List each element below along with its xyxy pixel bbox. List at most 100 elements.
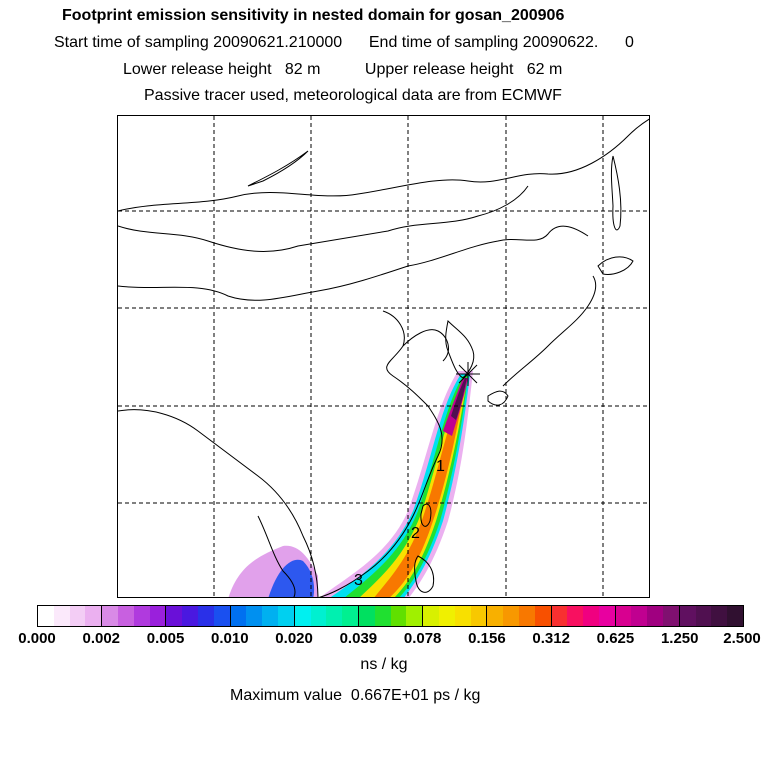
color-scale-segment: [550, 606, 615, 626]
color-scale-swatch: [647, 606, 664, 626]
color-scale-swatch: [454, 606, 471, 626]
philippines: [414, 555, 435, 593]
day-label-2: 2: [411, 525, 420, 542]
color-scale-segment: [486, 606, 551, 626]
plume-band-cyan: [330, 374, 470, 597]
plume-core-dark: [451, 378, 467, 420]
sampling-times: Start time of sampling 20090621.210000 E…: [54, 34, 634, 51]
color-scale-swatch: [117, 606, 134, 626]
color-scale-swatch: [423, 606, 439, 626]
color-scale-swatch: [487, 606, 504, 626]
color-scale-tick-label: 0.625: [596, 630, 635, 647]
baikal: [247, 150, 309, 187]
coast-china-east: [318, 310, 443, 597]
color-scale-swatch: [503, 606, 519, 626]
color-scale-segment: [38, 606, 102, 626]
color-scale-swatch: [663, 606, 679, 626]
color-scale-swatch: [294, 606, 311, 626]
japan-kyushu: [487, 390, 509, 406]
color-scale-tick-label: 2.500: [723, 630, 761, 647]
korea-peninsula: [445, 319, 475, 379]
color-scale-tick-label: 0.156: [468, 630, 506, 647]
day-label-3: 3: [354, 572, 363, 589]
color-scale-swatch: [69, 606, 86, 626]
graticule: [118, 116, 649, 597]
color-scale-tick-label: 0.312: [532, 630, 570, 647]
color-scale-tick-label: 0.020: [275, 630, 313, 647]
maximum-value: Maximum value 0.667E+01 ps / kg: [230, 687, 481, 704]
border-south-asia: [118, 409, 319, 597]
color-scale-swatch: [230, 606, 247, 626]
color-scale-segment: [165, 606, 230, 626]
coastlines: [118, 118, 649, 597]
japan-honshu: [502, 275, 597, 387]
bohai-coast: [402, 329, 449, 362]
color-scale-swatch: [182, 606, 198, 626]
color-scale-bar: [37, 605, 744, 627]
tracer-info: Passive tracer used, meteorological data…: [144, 87, 562, 104]
footprint-map: 1 2 3: [117, 115, 650, 598]
border-china-north: [118, 225, 589, 301]
color-scale-tick-label: 0.002: [82, 630, 121, 647]
map-canvas: 1 2 3: [118, 116, 649, 597]
color-scale-swatch: [631, 606, 648, 626]
color-scale-unit: ns / kg: [360, 656, 408, 673]
color-scale-tick-label: 0.000: [18, 630, 56, 647]
color-scale-segment: [101, 606, 166, 626]
receptor-star: [456, 362, 480, 386]
color-scale-swatch: [551, 606, 568, 626]
color-scale-swatch: [406, 606, 423, 626]
indochina: [257, 515, 296, 597]
color-scale-tick-label: 0.039: [339, 630, 378, 647]
color-scale-segment: [293, 606, 358, 626]
color-scale-swatch: [246, 606, 263, 626]
color-scale-swatch: [358, 606, 375, 626]
color-scale-swatch: [615, 606, 632, 626]
release-heights: Lower release height 82 m Upper release …: [123, 61, 563, 78]
japan-hokkaido: [597, 256, 634, 275]
color-scale-swatch: [38, 606, 54, 626]
color-scale-swatch: [567, 606, 584, 626]
color-scale-swatch: [534, 606, 551, 626]
color-scale-swatch: [102, 606, 118, 626]
color-scale-swatch: [166, 606, 183, 626]
plot-title: Footprint emission sensitivity in nested…: [62, 7, 565, 24]
color-scale-swatch: [727, 606, 744, 626]
color-scale-swatch: [518, 606, 535, 626]
plume-blue-west: [268, 559, 315, 597]
color-scale-swatch: [438, 606, 455, 626]
color-scale-segment: [678, 606, 744, 626]
color-scale-swatch: [695, 606, 712, 626]
plume-band-orange: [374, 384, 465, 597]
taiwan: [420, 503, 432, 527]
color-scale-swatch: [277, 606, 294, 626]
color-scale-swatch: [197, 606, 214, 626]
color-scale-swatch: [53, 606, 70, 626]
color-scale-swatch: [342, 606, 358, 626]
color-scale-swatch: [326, 606, 343, 626]
color-scale-swatch: [583, 606, 599, 626]
color-scale-tick-label: 0.010: [211, 630, 249, 647]
color-scale-swatch: [374, 606, 391, 626]
color-scale-swatch: [262, 606, 278, 626]
color-scale-segment: [614, 606, 679, 626]
color-scale-tick-label: 0.078: [403, 630, 442, 647]
color-scale-segment: [229, 606, 294, 626]
day-label-1: 1: [436, 458, 445, 475]
color-scale-tick-label: 0.005: [146, 630, 185, 647]
color-scale-swatch: [390, 606, 407, 626]
color-scale-swatch: [598, 606, 615, 626]
coast-russia-north: [118, 118, 649, 212]
color-scale-swatch: [213, 606, 230, 626]
footprint-plume: [228, 371, 473, 597]
color-scale-swatch: [133, 606, 150, 626]
color-scale-swatch: [679, 606, 696, 626]
color-scale-swatch: [470, 606, 487, 626]
color-scale-swatch: [85, 606, 102, 626]
color-scale-swatch: [310, 606, 327, 626]
color-scale-swatch: [149, 606, 166, 626]
color-scale-swatch: [711, 606, 728, 626]
color-scale-tick-label: 1.250: [660, 630, 699, 647]
sakhalin: [610, 155, 622, 231]
color-scale-segment: [357, 606, 423, 626]
